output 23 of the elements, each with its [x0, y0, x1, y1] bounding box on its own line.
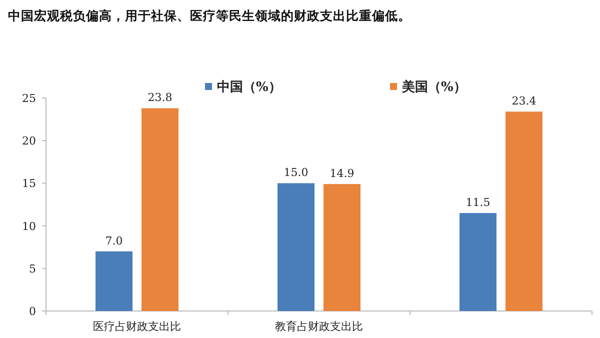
data-label: 23.8 [148, 91, 172, 104]
y-tick-label: 25 [22, 92, 36, 105]
x-tick-label: 教育占财政支出比 [275, 320, 363, 333]
bar [324, 184, 360, 311]
y-tick-label: 20 [22, 134, 36, 148]
y-tick-label: 10 [22, 220, 36, 233]
chart-title: 中国宏观税负偏高，用于社保、医疗等民生领域的财政支出比重偏低。 [8, 8, 411, 23]
data-label: 23.4 [512, 94, 536, 108]
bar [278, 183, 314, 311]
bar [506, 112, 542, 311]
bar [142, 108, 178, 311]
bar [96, 251, 132, 311]
y-tick-label: 15 [22, 177, 36, 190]
legend-label: 中国（%） [217, 80, 282, 95]
data-label: 14.9 [330, 167, 354, 180]
y-tick-label: 0 [29, 305, 36, 318]
legend-label: 美国（%） [401, 79, 466, 95]
data-label: 15.0 [284, 166, 308, 180]
y-tick-label: 5 [29, 262, 36, 276]
bar [460, 213, 496, 311]
data-label: 11.5 [466, 196, 490, 210]
x-tick-label: 医疗占财政支出比 [93, 320, 181, 333]
data-label: 7.0 [105, 234, 123, 248]
